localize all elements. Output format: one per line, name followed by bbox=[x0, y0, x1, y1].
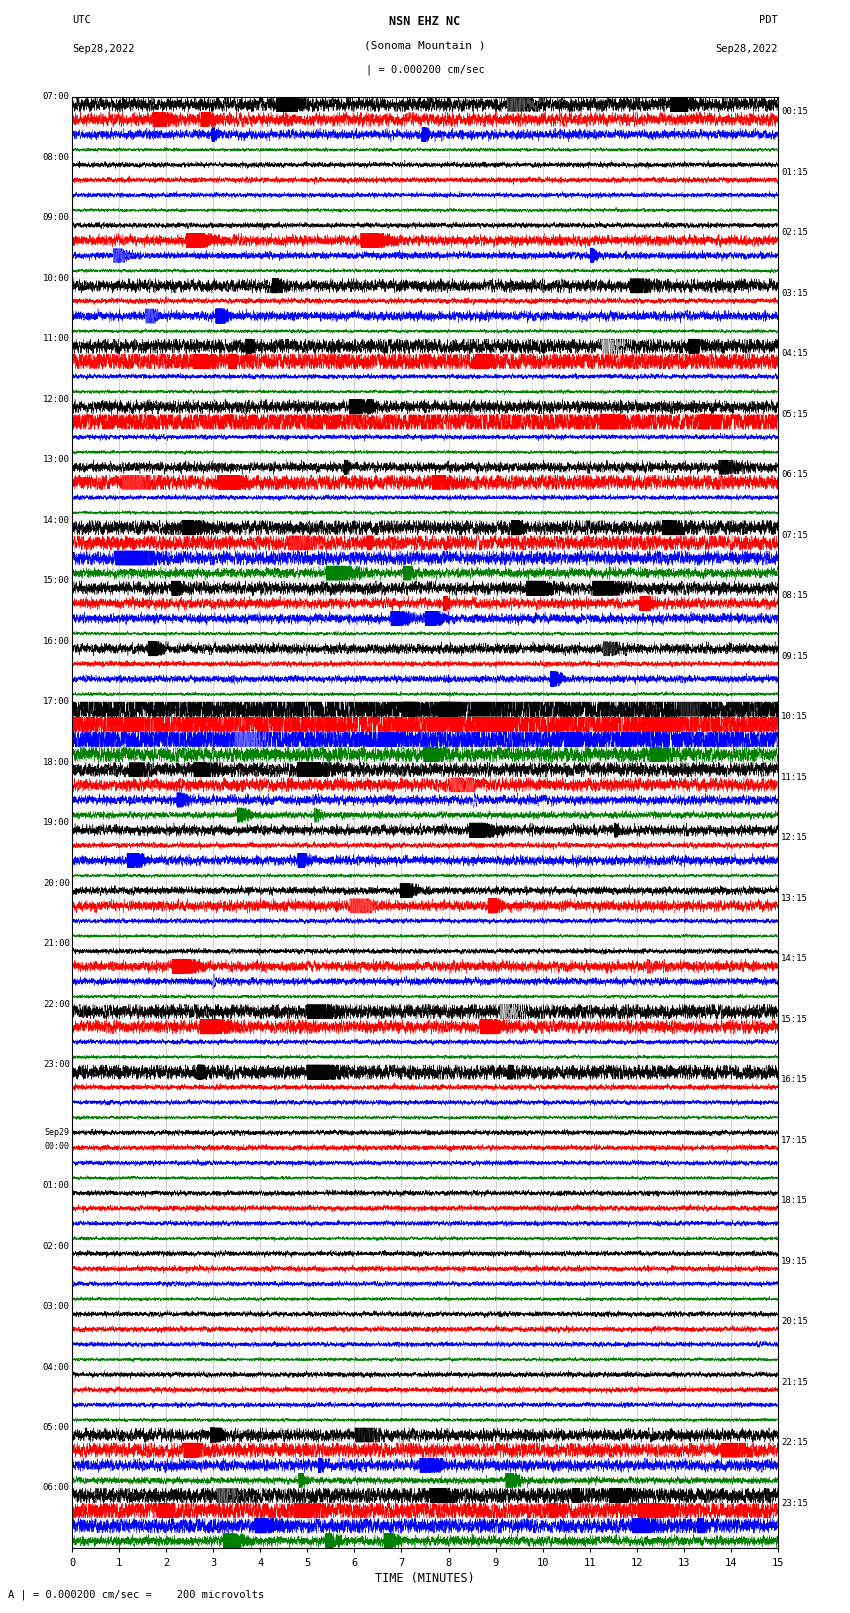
Text: 10:00: 10:00 bbox=[42, 274, 70, 282]
Text: 21:15: 21:15 bbox=[781, 1378, 808, 1387]
Text: 05:15: 05:15 bbox=[781, 410, 808, 419]
Text: 19:15: 19:15 bbox=[781, 1257, 808, 1266]
Text: 17:00: 17:00 bbox=[42, 697, 70, 706]
Text: 11:15: 11:15 bbox=[781, 773, 808, 782]
X-axis label: TIME (MINUTES): TIME (MINUTES) bbox=[375, 1571, 475, 1584]
Text: 23:15: 23:15 bbox=[781, 1498, 808, 1508]
Text: 12:15: 12:15 bbox=[781, 834, 808, 842]
Text: 17:15: 17:15 bbox=[781, 1136, 808, 1145]
Text: 01:15: 01:15 bbox=[781, 168, 808, 177]
Text: 03:00: 03:00 bbox=[42, 1302, 70, 1311]
Text: 09:15: 09:15 bbox=[781, 652, 808, 661]
Text: 04:00: 04:00 bbox=[42, 1363, 70, 1371]
Text: 10:15: 10:15 bbox=[781, 713, 808, 721]
Text: 07:15: 07:15 bbox=[781, 531, 808, 540]
Text: 06:00: 06:00 bbox=[42, 1484, 70, 1492]
Text: 18:00: 18:00 bbox=[42, 758, 70, 766]
Text: 02:00: 02:00 bbox=[42, 1242, 70, 1250]
Text: 03:15: 03:15 bbox=[781, 289, 808, 298]
Text: 16:15: 16:15 bbox=[781, 1076, 808, 1084]
Text: Sep28,2022: Sep28,2022 bbox=[72, 44, 135, 53]
Text: 19:00: 19:00 bbox=[42, 818, 70, 827]
Text: Sep28,2022: Sep28,2022 bbox=[715, 44, 778, 53]
Text: 15:15: 15:15 bbox=[781, 1015, 808, 1024]
Text: NSN EHZ NC: NSN EHZ NC bbox=[389, 15, 461, 27]
Text: PDT: PDT bbox=[759, 15, 778, 24]
Text: 00:00: 00:00 bbox=[45, 1142, 70, 1152]
Text: 08:15: 08:15 bbox=[781, 592, 808, 600]
Text: 08:00: 08:00 bbox=[42, 153, 70, 161]
Text: 21:00: 21:00 bbox=[42, 939, 70, 948]
Text: A | = 0.000200 cm/sec =    200 microvolts: A | = 0.000200 cm/sec = 200 microvolts bbox=[8, 1589, 264, 1600]
Text: 14:00: 14:00 bbox=[42, 516, 70, 524]
Text: 11:00: 11:00 bbox=[42, 334, 70, 344]
Text: 14:15: 14:15 bbox=[781, 955, 808, 963]
Text: 16:00: 16:00 bbox=[42, 637, 70, 645]
Text: 23:00: 23:00 bbox=[42, 1060, 70, 1069]
Text: 18:15: 18:15 bbox=[781, 1197, 808, 1205]
Text: 22:00: 22:00 bbox=[42, 1000, 70, 1008]
Text: 07:00: 07:00 bbox=[42, 92, 70, 102]
Text: | = 0.000200 cm/sec: | = 0.000200 cm/sec bbox=[366, 65, 484, 76]
Text: 04:15: 04:15 bbox=[781, 350, 808, 358]
Text: UTC: UTC bbox=[72, 15, 91, 24]
Text: 01:00: 01:00 bbox=[42, 1181, 70, 1190]
Text: 09:00: 09:00 bbox=[42, 213, 70, 223]
Text: 15:00: 15:00 bbox=[42, 576, 70, 586]
Text: Sep29: Sep29 bbox=[45, 1127, 70, 1137]
Text: 20:00: 20:00 bbox=[42, 879, 70, 887]
Text: (Sonoma Mountain ): (Sonoma Mountain ) bbox=[365, 40, 485, 50]
Text: 00:15: 00:15 bbox=[781, 108, 808, 116]
Text: 13:00: 13:00 bbox=[42, 455, 70, 465]
Text: 05:00: 05:00 bbox=[42, 1423, 70, 1432]
Text: 02:15: 02:15 bbox=[781, 229, 808, 237]
Text: 20:15: 20:15 bbox=[781, 1318, 808, 1326]
Text: 06:15: 06:15 bbox=[781, 471, 808, 479]
Text: 13:15: 13:15 bbox=[781, 894, 808, 903]
Text: 22:15: 22:15 bbox=[781, 1439, 808, 1447]
Text: 12:00: 12:00 bbox=[42, 395, 70, 403]
